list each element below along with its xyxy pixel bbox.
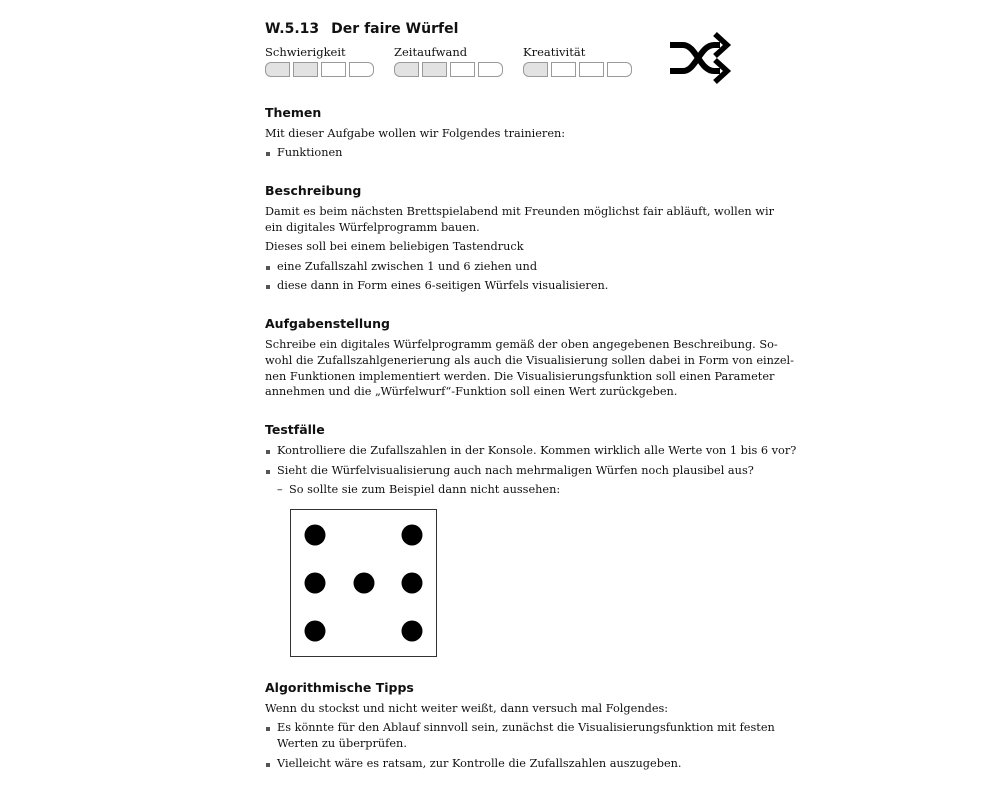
rating-segment: [478, 62, 503, 77]
heading-tipps: Algorithmische Tipps: [265, 680, 414, 695]
die-pip: [401, 524, 423, 546]
rating-segment: [579, 62, 604, 77]
rating-segment: [450, 62, 475, 77]
die-pip: [401, 572, 423, 594]
heading-beschreibung: Beschreibung: [265, 183, 362, 198]
rating-bar: [394, 62, 503, 77]
exercise-number: W.5.13: [265, 21, 320, 37]
sub-list-item: So sollte sie zum Beispiel dann nicht au…: [277, 482, 560, 498]
rating-segment: [551, 62, 576, 77]
beschreibung-text: Damit es beim nächsten Brettspielabend m…: [265, 205, 774, 218]
exercise-name: Der faire Würfel: [331, 21, 459, 37]
tipps-intro: Wenn du stockst und nicht weiter weißt, …: [265, 702, 669, 715]
list-item: Sieht die Würfelvisualisierung auch nach…: [266, 464, 754, 477]
list-item-line: Werten zu überprüfen.: [277, 737, 407, 750]
rating-creativity: Kreativität: [523, 45, 632, 77]
list-item: diese dann in Form eines 6-seitigen Würf…: [265, 279, 609, 292]
rating-segment: [422, 62, 447, 77]
rating-segment: [607, 62, 632, 77]
list-item-line: Es könnte für den Ablauf sinnvoll sein, …: [277, 721, 775, 734]
die-pip: [304, 524, 326, 546]
rating-segment: [265, 62, 290, 77]
list-item: Es könnte für den Ablauf sinnvoll sein, …: [266, 720, 775, 752]
die-pip: [304, 572, 326, 594]
list-item: Funktionen: [265, 146, 343, 159]
rating-segment: [349, 62, 374, 77]
shuffle-icon: [670, 31, 732, 85]
aufgabe-text: annehmen und die „Würfelwurf“-Funktion s…: [265, 385, 678, 398]
rating-label: Schwierigkeit: [265, 45, 346, 59]
wrong-die-image: [290, 509, 437, 657]
aufgabe-text: nen Funktionen implementiert werden. Die…: [265, 370, 775, 383]
die-pip: [401, 620, 423, 642]
rating-segment: [293, 62, 318, 77]
rating-bar: [523, 62, 632, 77]
rating-segment: [321, 62, 346, 77]
rating-difficulty: Schwierigkeit: [265, 45, 374, 77]
heading-aufgabenstellung: Aufgabenstellung: [265, 316, 390, 331]
rating-segment: [394, 62, 419, 77]
aufgabe-text: wohl die Zufallszahlgenerierung als auch…: [265, 354, 794, 367]
die-face: [304, 524, 423, 642]
die-pip: [304, 620, 326, 642]
heading-testfaelle: Testfälle: [265, 422, 325, 437]
rating-bar: [265, 62, 374, 77]
beschreibung-text: ein digitales Würfelprogramm bauen.: [265, 221, 480, 234]
themen-intro: Mit dieser Aufgabe wollen wir Folgendes …: [265, 127, 566, 140]
rating-segment: [523, 62, 548, 77]
beschreibung-text: Dieses soll bei einem beliebigen Tastend…: [265, 240, 524, 253]
rating-label: Kreativität: [523, 45, 586, 59]
die-pip: [353, 572, 375, 594]
list-item: Vielleicht wäre es ratsam, zur Kontrolle…: [266, 757, 682, 770]
list-item: eine Zufallszahl zwischen 1 und 6 ziehen…: [265, 260, 538, 273]
list-item: Kontrolliere die Zufallszahlen in der Ko…: [265, 444, 797, 457]
rating-label: Zeitaufwand: [394, 45, 468, 59]
exercise-title: W.5.13 Der faire Würfel: [265, 21, 458, 37]
aufgabe-text: Schreibe ein digitales Würfelprogramm ge…: [265, 338, 778, 351]
rating-time: Zeitaufwand: [394, 45, 503, 77]
heading-themen: Themen: [265, 105, 322, 120]
